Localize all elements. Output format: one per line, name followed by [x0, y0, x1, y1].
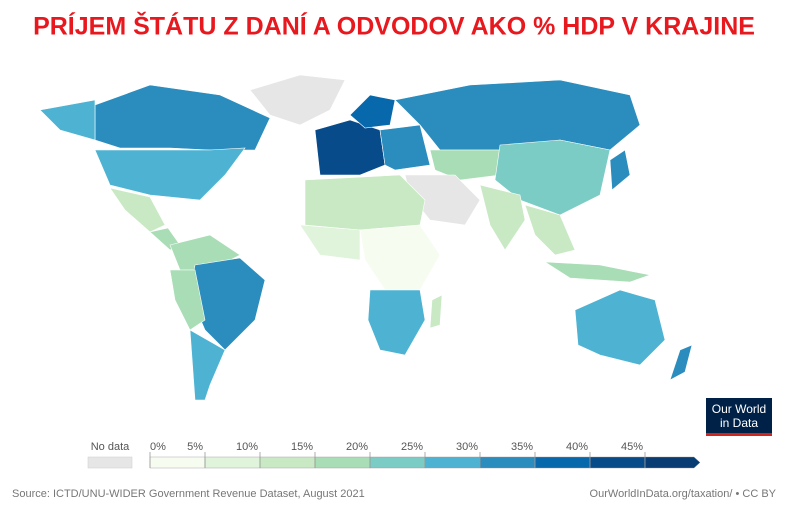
north-africa	[304, 174, 426, 231]
legend-tick-label: 10%	[236, 441, 258, 453]
legend-swatch	[314, 456, 371, 469]
logo: Our World in Data	[706, 398, 772, 436]
legend-swatch	[479, 456, 536, 469]
legend-swatch	[534, 456, 591, 469]
title: PRÍJEM ŠTÁTU Z DANÍ A ODVODOV AKO % HDP …	[33, 11, 755, 41]
legend-tick-label: 30%	[456, 441, 478, 453]
logo-box	[706, 398, 772, 436]
legend-tick-label: 35%	[511, 441, 533, 453]
legend-tick-label: 15%	[291, 441, 313, 453]
madagascar	[429, 294, 443, 329]
legend-no-data-swatch	[87, 456, 133, 469]
mexico	[109, 187, 166, 233]
australia	[574, 289, 666, 366]
legend-tick-label: 20%	[346, 441, 368, 453]
legend-no-data-label: No data	[91, 441, 130, 453]
legend: No data 0% 5% 10% 15% 20% 25% 30% 35% 40% 45%	[87, 441, 701, 469]
legend-swatch	[149, 456, 206, 469]
legend-tick-label: 0%	[150, 441, 166, 453]
credit: OurWorldInData.org/taxation/ • CC BY	[590, 488, 777, 500]
legend-tick-label: 25%	[401, 441, 423, 453]
west-africa	[299, 224, 361, 261]
legend-swatch	[259, 456, 316, 469]
europe-east	[379, 124, 431, 171]
logo-text: Our World	[712, 402, 766, 416]
scandinavia	[349, 94, 396, 129]
greenland	[249, 74, 346, 126]
legend-tick-label: 40%	[566, 441, 588, 453]
logo-text: in Data	[720, 416, 758, 430]
indonesia	[543, 261, 652, 283]
canada	[94, 84, 271, 151]
alaska	[39, 99, 96, 141]
legend-tick-label: 45%	[621, 441, 643, 453]
legend-swatch	[589, 456, 646, 469]
central-asia	[429, 149, 501, 181]
india	[479, 184, 526, 251]
legend-swatch	[204, 456, 261, 469]
southern-africa	[367, 289, 426, 356]
logo-stripe	[706, 433, 772, 436]
china	[494, 139, 611, 216]
legend-swatch	[369, 456, 426, 469]
southeast-asia	[524, 204, 576, 256]
russia	[394, 79, 641, 151]
peru-bolivia	[169, 269, 206, 331]
argentina	[189, 329, 226, 401]
legend-swatch	[424, 456, 481, 469]
world-map	[39, 74, 693, 401]
new-zealand	[669, 344, 693, 381]
legend-tick-label: 5%	[187, 441, 203, 453]
source: Source: ICTD/UNU-WIDER Government Revenu…	[12, 488, 365, 500]
usa	[94, 147, 246, 201]
europe-west	[314, 119, 386, 176]
central-africa	[359, 224, 441, 291]
legend-swatch	[644, 456, 701, 469]
japan	[609, 149, 631, 191]
